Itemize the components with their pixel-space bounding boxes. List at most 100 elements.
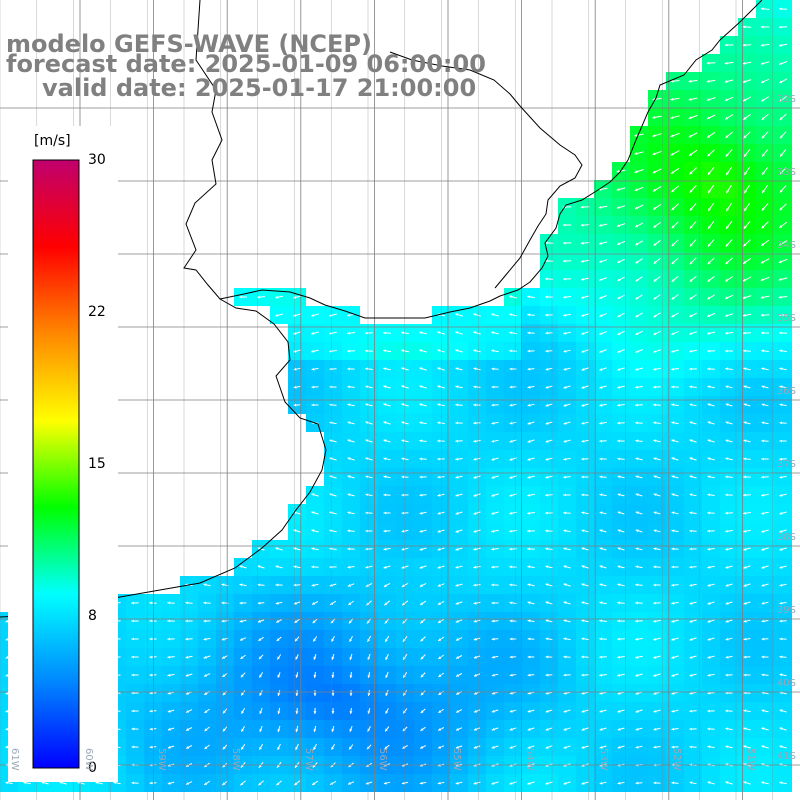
wind-arrow [634, 204, 644, 210]
wind-arrow [779, 421, 787, 425]
wind-arrow [743, 637, 751, 641]
wind-arrow [257, 295, 265, 299]
wind-arrow [437, 547, 445, 551]
wind-arrow [778, 78, 788, 84]
wind-arrow [185, 637, 193, 641]
wind-arrow [671, 457, 679, 461]
wind-arrow [527, 313, 535, 317]
wind-arrow [706, 131, 716, 139]
wind-arrow [635, 655, 643, 659]
wind-arrow [779, 583, 787, 587]
wind-arrow [365, 439, 373, 443]
wind-arrow [671, 709, 679, 713]
wind-arrow [761, 709, 769, 713]
longitude-label: 60W [82, 748, 94, 771]
wind-arrow [653, 349, 661, 353]
wind-arrow [761, 96, 769, 102]
wind-arrow [725, 547, 733, 551]
wind-arrow [275, 313, 283, 317]
wind-arrow [545, 655, 553, 659]
wind-arrow [509, 493, 517, 497]
wind-arrow [149, 637, 157, 641]
wind-arrow [743, 220, 751, 230]
wind-arrow [689, 439, 697, 443]
wind-arrow [761, 403, 769, 407]
wind-arrow [349, 671, 353, 679]
wind-arrow [131, 781, 139, 785]
wind-arrow [167, 655, 175, 659]
wind-arrow [167, 691, 175, 695]
wind-arrow [779, 367, 787, 371]
wind-arrow [617, 655, 625, 659]
wind-arrow [689, 331, 697, 335]
wind-arrow [545, 529, 553, 533]
wind-arrow [293, 583, 301, 587]
wind-arrow [725, 619, 733, 623]
wind-arrow [706, 61, 716, 65]
wind-arrow [149, 745, 157, 749]
wind-arrow [760, 7, 770, 11]
wind-arrow [671, 367, 679, 371]
wind-arrow [653, 781, 661, 785]
wind-arrow [671, 673, 679, 677]
wind-arrow [761, 529, 769, 533]
wind-arrow [599, 547, 607, 551]
wind-arrow [653, 511, 661, 515]
wind-arrow [455, 529, 463, 533]
wind-arrow [599, 312, 607, 318]
wind-arrow [779, 203, 787, 211]
wind-arrow [617, 385, 625, 389]
wind-arrow [689, 457, 697, 461]
wind-arrow [671, 349, 679, 353]
wind-arrow [329, 547, 337, 551]
wind-arrow [581, 637, 589, 641]
wind-arrow [455, 781, 463, 785]
wind-arrow [563, 529, 571, 533]
wind-arrow [185, 619, 193, 623]
wind-arrow [419, 547, 427, 551]
wind-arrow [635, 565, 643, 569]
longitude-label: 51W [745, 748, 756, 771]
wind-arrow [527, 475, 535, 479]
wind-arrow [563, 385, 571, 389]
wind-arrow [527, 727, 535, 731]
wind-arrow [671, 781, 679, 785]
wind-arrow [419, 600, 427, 606]
wind-arrow [653, 257, 661, 265]
wind-arrow [473, 403, 481, 407]
wind-arrow [149, 655, 157, 659]
longitude-label: 56W [377, 748, 388, 771]
wind-arrow [545, 727, 553, 731]
wind-arrow [743, 166, 751, 176]
wind-arrow [617, 565, 625, 569]
wind-arrow [240, 672, 246, 678]
wind-arrow [779, 601, 787, 605]
wind-arrow [779, 113, 787, 121]
wind-arrow [491, 781, 499, 785]
wind-arrow [743, 781, 751, 785]
wind-arrow [545, 349, 553, 353]
wind-arrow [761, 781, 769, 785]
wind-arrow [599, 511, 607, 515]
wind-arrow [455, 313, 463, 317]
wind-arrow [491, 745, 499, 749]
wind-arrow [329, 421, 337, 425]
wind-arrow [581, 565, 589, 569]
wind-arrow [455, 637, 463, 641]
wind-arrow [598, 223, 608, 227]
wind-arrow [671, 601, 679, 605]
wind-arrow [653, 547, 661, 551]
wind-arrow [473, 745, 481, 749]
wind-arrow [563, 475, 571, 479]
wind-arrow [239, 637, 247, 641]
wind-arrow [419, 403, 427, 407]
wind-arrow [760, 61, 770, 65]
wind-arrow [365, 367, 373, 371]
wind-arrow [689, 275, 697, 283]
wind-arrow [401, 367, 409, 371]
wind-arrow [329, 403, 337, 407]
wind-arrow [527, 529, 535, 533]
wind-arrow [491, 619, 499, 623]
wind-arrow [689, 565, 697, 569]
wind-arrow [347, 457, 355, 461]
